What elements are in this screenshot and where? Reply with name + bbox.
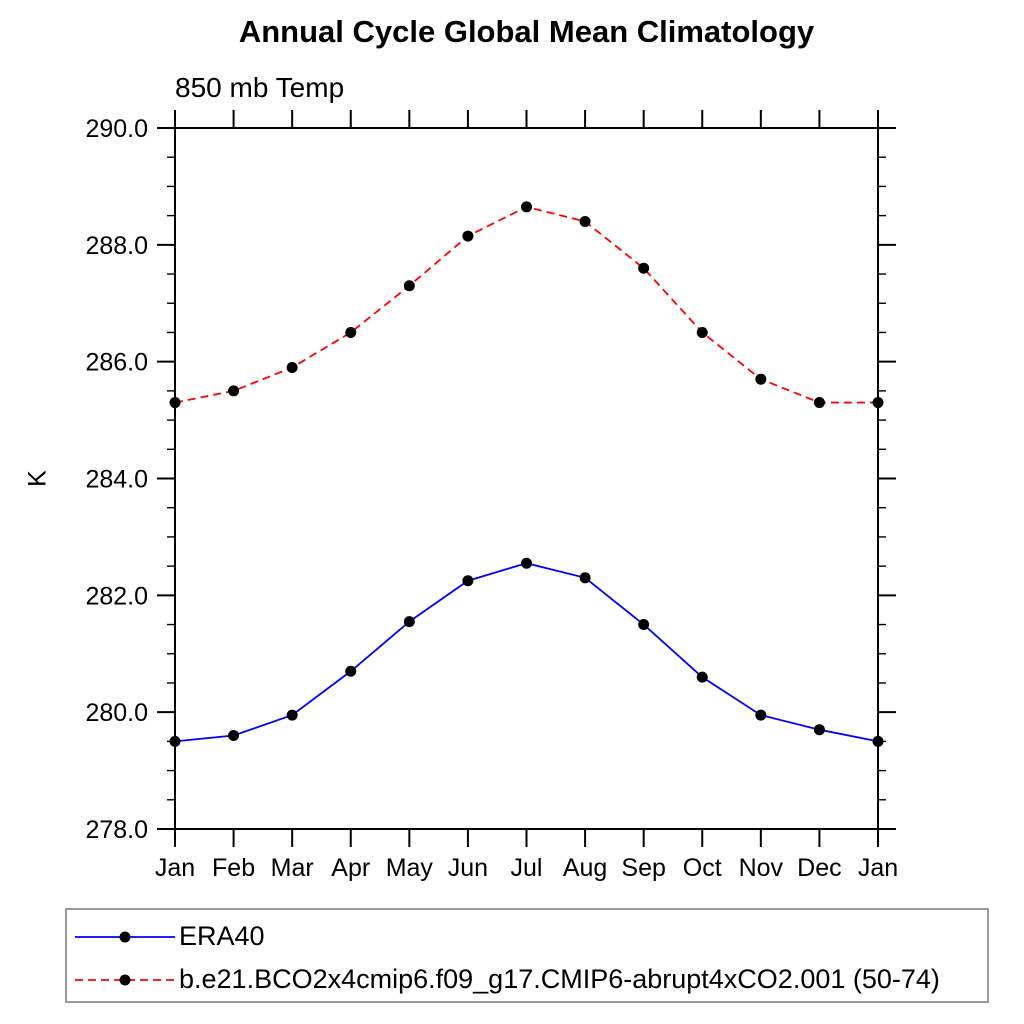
x-tick-label: Jun — [448, 854, 488, 882]
data-point-marker — [579, 572, 591, 584]
data-point-marker — [638, 262, 650, 274]
x-tick-label: Aug — [563, 854, 607, 882]
data-point-marker — [696, 671, 708, 683]
marker-dot-icon — [119, 931, 131, 942]
data-point-marker — [521, 201, 532, 213]
data-point-marker — [403, 616, 415, 628]
data-point-marker — [696, 326, 708, 338]
x-tick-label: Apr — [331, 854, 370, 882]
series-line — [174, 205, 878, 404]
x-tick-label: Jul — [511, 854, 543, 882]
chart-subtitle: 850 mb Temp — [175, 72, 345, 103]
x-tick-label: Sep — [621, 854, 665, 882]
data-point-marker — [228, 385, 240, 397]
data-point-marker — [813, 397, 825, 409]
legend-line-sample — [75, 931, 175, 942]
y-tick-label: 278.0 — [85, 816, 148, 844]
data-point-marker — [345, 326, 357, 338]
legend-label: ERA40 — [179, 921, 265, 951]
data-point-marker — [345, 665, 357, 677]
x-tick-label: Mar — [271, 854, 314, 882]
data-point-marker — [169, 735, 181, 747]
x-tick-label: Oct — [683, 854, 722, 882]
data-point-marker — [872, 397, 884, 409]
y-tick-label: 282.0 — [85, 582, 148, 610]
data-point-marker — [755, 709, 767, 721]
x-tick-label: Feb — [212, 854, 255, 882]
marker-dot-icon — [119, 974, 131, 985]
plot-box — [174, 127, 879, 830]
data-point-marker — [462, 575, 474, 587]
legend-label: b.e21.BCO2x4cmip6.f09_g17.CMIP6-abrupt4x… — [179, 964, 940, 994]
y-tick-label: 288.0 — [85, 232, 148, 260]
data-point-marker — [286, 709, 298, 721]
data-point-marker — [813, 724, 825, 736]
x-tick-label: Dec — [797, 854, 841, 882]
y-tick-label: 286.0 — [85, 349, 148, 377]
series-line — [174, 562, 879, 743]
y-tick-label: 284.0 — [85, 466, 148, 494]
y-tick-label: 290.0 — [85, 115, 148, 143]
data-point-marker — [462, 230, 474, 242]
y-tick-label: 280.0 — [85, 699, 148, 727]
data-point-marker — [872, 735, 884, 747]
data-point-marker — [169, 397, 181, 409]
legend-row: b.e21.BCO2x4cmip6.f09_g17.CMIP6-abrupt4x… — [74, 958, 987, 1001]
data-point-marker — [286, 362, 298, 374]
data-point-marker — [228, 730, 240, 742]
data-point-marker — [579, 215, 591, 227]
data-point-marker — [638, 619, 650, 631]
legend-box: ERA40 b.e21.BCO2x4cmip6.f09_g17.CMIP6-abr… — [65, 908, 989, 1003]
chart-title: Annual Cycle Global Mean Climatology — [238, 14, 815, 49]
legend-row: ERA40 — [74, 915, 987, 958]
data-point-marker — [521, 557, 532, 569]
data-point-marker — [403, 280, 415, 292]
x-tick-label: May — [386, 854, 434, 882]
x-tick-label: Nov — [739, 854, 784, 882]
x-tick-label: Jan — [155, 854, 195, 882]
legend-line-sample — [75, 974, 175, 985]
data-point-marker — [755, 373, 767, 385]
x-tick-label: Jan — [858, 854, 898, 882]
